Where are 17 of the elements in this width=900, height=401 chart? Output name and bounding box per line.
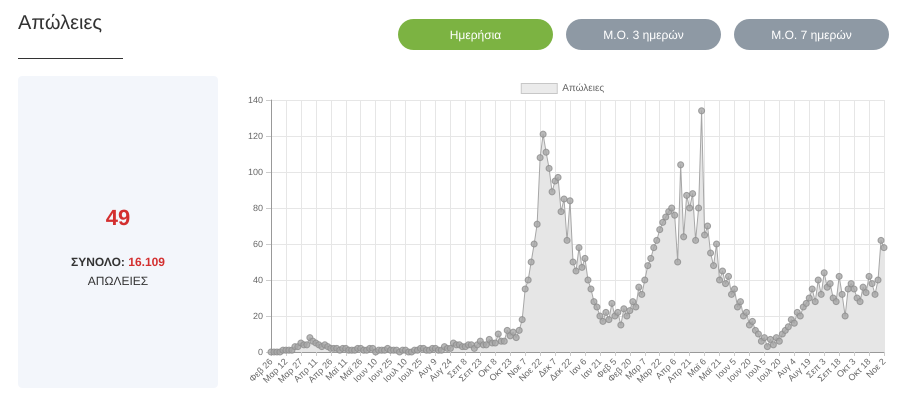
text: ΣΥΝΟΛΟ: [71,255,125,269]
y-tick-label: 80 [252,203,263,213]
text: 16.109 [128,255,165,269]
y-tick-label: 140 [248,95,263,105]
y-tick-label: 120 [248,131,263,141]
y-tick-label: 20 [252,311,263,321]
legend-label: Απώλειες [562,83,604,94]
text: 49 [104,205,132,231]
y-tick-label: 40 [252,275,263,285]
toggle-button: Μ.Ο. 3 ημερών [566,19,721,50]
text: ΑΠΩΛΕΙΕΣ [86,274,150,288]
y-tick-label: 100 [248,167,263,177]
y-tick-label: 0 [258,347,263,357]
toggle-button: Μ.Ο. 7 ημερών [734,19,889,50]
toggle-button: Ημερήσια [398,19,553,50]
y-tick-label: 60 [252,239,263,249]
text: Απώλειες [18,12,102,35]
